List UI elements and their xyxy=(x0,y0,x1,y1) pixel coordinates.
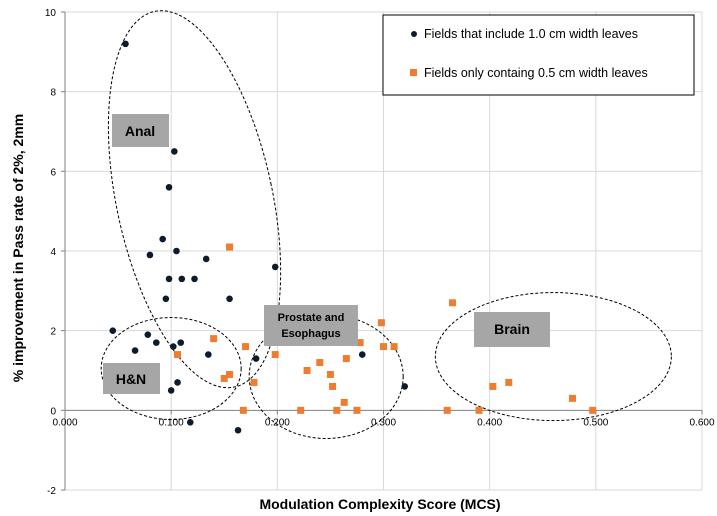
data-point-circle xyxy=(177,339,185,346)
data-point-square xyxy=(380,343,387,351)
legend-entry: Fields that include 1.0 cm width leaves xyxy=(424,27,638,41)
group-ellipse-hn xyxy=(100,317,242,421)
data-point-circle xyxy=(401,383,409,390)
data-point-circle xyxy=(153,339,160,346)
data-point-square xyxy=(241,343,249,351)
data-point-square xyxy=(271,351,279,359)
data-point-square xyxy=(210,335,218,343)
group-ellipse-anal xyxy=(107,10,282,389)
legend-entry: Fields only containg 0.5 cm width leaves xyxy=(424,66,648,80)
y-tick-label: 4 xyxy=(50,247,56,258)
data-point-circle xyxy=(202,255,210,263)
y-tick-label: -2 xyxy=(47,486,56,497)
data-point-square xyxy=(568,394,576,402)
group-label-text: Prostate and xyxy=(278,312,345,324)
group-label-brain: Brain xyxy=(474,312,550,347)
y-tick-label: 10 xyxy=(45,8,57,19)
data-point-circle xyxy=(186,418,194,426)
data-point-square xyxy=(589,406,597,414)
data-point-circle xyxy=(167,387,175,394)
data-point-square xyxy=(377,319,385,327)
data-point-square xyxy=(489,382,497,390)
data-point-circle xyxy=(144,331,152,338)
x-tick-label: 0.500 xyxy=(583,417,608,428)
x-tick-label: 0.100 xyxy=(159,417,184,428)
legend-marker-square xyxy=(410,69,417,76)
group-label-anal: Anal xyxy=(112,114,169,147)
x-tick-label: 0.000 xyxy=(52,417,77,428)
group-ellipse-brain xyxy=(434,292,672,422)
data-point-square xyxy=(333,406,341,414)
data-point-circle xyxy=(165,183,173,191)
y-tick-label: 6 xyxy=(50,167,56,178)
data-point-circle xyxy=(205,351,212,358)
x-tick-label: 0.600 xyxy=(689,417,714,428)
data-point-square xyxy=(340,398,348,406)
data-point-square xyxy=(297,406,305,414)
group-label-text: Esophagus xyxy=(281,328,340,340)
data-point-circle xyxy=(271,263,279,271)
data-point-square xyxy=(174,351,182,359)
data-point-square xyxy=(449,299,457,307)
data-point-circle xyxy=(178,275,186,283)
data-point-circle xyxy=(173,247,180,255)
group-label-text: H&N xyxy=(116,371,146,387)
group-label-prostate: Prostate and Esophagus xyxy=(264,305,358,346)
data-point-square xyxy=(329,382,337,390)
group-label-text: Brain xyxy=(494,321,530,337)
data-points xyxy=(109,40,597,434)
data-point-square xyxy=(226,243,234,251)
data-point-circle xyxy=(191,275,198,283)
y-tick-label: 8 xyxy=(50,88,56,99)
data-point-square xyxy=(443,406,451,414)
x-tick-label: 0.200 xyxy=(265,417,290,428)
data-point-circle xyxy=(162,295,170,303)
data-point-circle xyxy=(165,275,173,283)
data-point-square xyxy=(390,343,398,351)
x-tick-label: 0.400 xyxy=(477,417,502,428)
data-point-square xyxy=(316,359,324,367)
data-point-circle xyxy=(169,343,177,350)
x-tick-labels: 0.000 0.100 0.200 0.300 0.400 0.500 0.600 xyxy=(52,417,714,428)
data-point-circle xyxy=(226,295,233,303)
data-point-circle xyxy=(109,327,117,334)
y-tick-label: 0 xyxy=(50,406,56,417)
data-point-square xyxy=(326,370,334,378)
x-tick-label: 0.300 xyxy=(371,417,396,428)
data-point-square xyxy=(353,406,361,414)
data-point-circle xyxy=(358,351,366,358)
data-point-square xyxy=(303,367,311,374)
data-point-circle xyxy=(171,148,178,155)
group-label-text: Anal xyxy=(125,123,155,139)
data-point-circle xyxy=(122,40,129,48)
y-tick-labels: -2 0 2 4 6 8 10 xyxy=(45,8,57,497)
data-point-square xyxy=(250,378,258,386)
data-point-circle xyxy=(159,235,166,243)
legend-box xyxy=(382,14,695,96)
data-point-circle xyxy=(131,347,139,354)
data-point-circle xyxy=(252,355,260,362)
data-point-circle xyxy=(146,251,154,259)
legend: Fields that include 1.0 cm width leaves … xyxy=(382,14,695,96)
data-point-circle xyxy=(234,426,242,434)
data-point-square xyxy=(220,374,228,382)
x-axis-title: Modulation Complexity Score (MCS) xyxy=(259,496,500,512)
data-point-square xyxy=(356,339,364,347)
group-label-hn: H&N xyxy=(103,363,160,394)
data-point-square xyxy=(505,378,513,386)
data-point-square xyxy=(226,370,234,378)
y-axis-title: % improvement in Pass rate of 2%, 2mm xyxy=(10,114,26,382)
data-point-circle xyxy=(174,379,181,386)
legend-marker-circle xyxy=(411,31,417,37)
y-tick-label: 2 xyxy=(50,327,56,338)
data-point-square xyxy=(342,355,350,363)
data-point-square xyxy=(475,406,483,414)
data-point-square xyxy=(239,406,247,414)
